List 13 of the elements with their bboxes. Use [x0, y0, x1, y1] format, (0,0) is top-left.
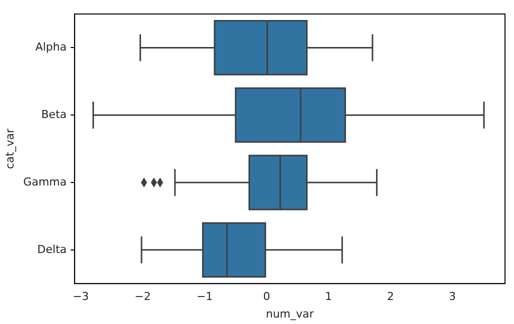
x-tick-label: 0 — [263, 290, 270, 304]
x-tick-label: −2 — [134, 290, 151, 304]
x-tick-label: 1 — [325, 290, 332, 304]
x-tick-label: 2 — [386, 290, 394, 304]
y-axis-title: cat_var — [3, 128, 16, 169]
y-tick-label: Delta — [37, 242, 67, 256]
y-tick-label: Alpha — [35, 40, 67, 54]
x-tick-label: −1 — [196, 290, 213, 304]
x-tick-label: 3 — [448, 290, 456, 304]
x-tick-label: −3 — [72, 290, 89, 304]
y-tick-label: Beta — [41, 108, 67, 121]
x-axis-title: num_var — [266, 307, 314, 320]
y-tick-label: Gamma — [23, 175, 67, 188]
